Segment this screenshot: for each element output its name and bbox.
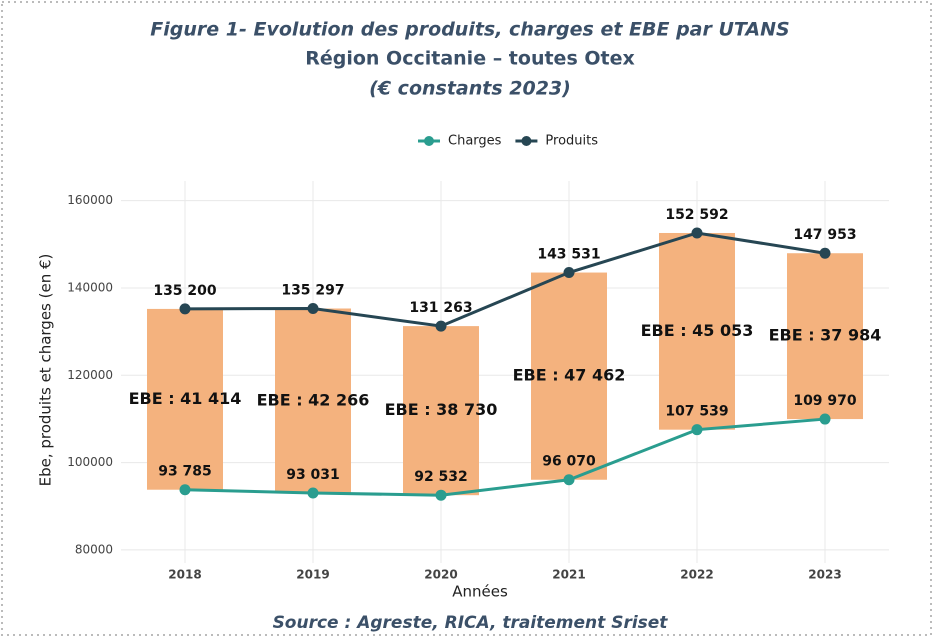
data-point: [179, 484, 191, 496]
data-point: [307, 302, 319, 314]
y-tick-label: 100000: [67, 455, 113, 469]
y-tick-label: 120000: [67, 368, 113, 382]
ebe-bar: [147, 308, 223, 490]
data-label: 107 539: [665, 404, 728, 420]
data-label: 92 532: [414, 469, 468, 485]
chart-title: Figure 1- Evolution des produits, charge…: [150, 19, 789, 41]
legend-swatch: [424, 136, 434, 146]
data-point: [563, 267, 575, 279]
x-tick-label: 2020: [424, 568, 457, 582]
ebe-bar: [403, 326, 479, 496]
data-label: 96 070: [542, 454, 596, 470]
x-axis-label: Années: [452, 583, 508, 601]
series-line: [184, 417, 826, 497]
y-tick-label: 80000: [75, 542, 113, 556]
y-axis-label: Ebe, produits et charges (en €): [37, 254, 55, 487]
ebe-bar: [787, 253, 863, 420]
data-label: 93 785: [158, 464, 212, 480]
ebe-label: EBE : 47 462: [513, 366, 626, 385]
data-point: [435, 489, 447, 501]
data-label: 135 297: [281, 282, 344, 298]
data-label: 109 970: [793, 393, 857, 409]
data-point: [563, 474, 575, 486]
x-tick-label: 2023: [808, 568, 841, 582]
ebe-label: EBE : 41 414: [129, 389, 242, 408]
x-tick-label: 2018: [168, 568, 201, 582]
x-tick-label: 2019: [296, 568, 329, 582]
chart-subtitle: Région Occitanie – toutes Otex: [305, 48, 635, 70]
ebe-label: EBE : 37 984: [769, 326, 882, 345]
legend-label: Charges: [448, 134, 502, 149]
data-point: [819, 413, 831, 425]
ebe-bar: [275, 308, 351, 494]
y-tick-label: 140000: [67, 280, 113, 294]
ebe-label: EBE : 45 053: [641, 321, 754, 340]
y-tick-label: 160000: [67, 193, 113, 207]
data-label: 93 031: [286, 467, 340, 483]
data-point: [179, 303, 191, 315]
data-point: [819, 247, 831, 259]
data-point: [691, 227, 703, 239]
data-point: [691, 424, 703, 436]
data-label: 131 263: [409, 300, 472, 316]
data-label: 152 592: [665, 207, 728, 223]
x-tick-label: 2021: [552, 568, 585, 582]
legend-swatch: [521, 136, 532, 146]
data-point: [435, 320, 447, 332]
data-point: [307, 487, 319, 499]
data-label: 147 953: [793, 227, 856, 243]
ebe-bar: [531, 272, 607, 480]
source-note: Source : Agreste, RICA, traitement Srise…: [273, 613, 669, 633]
chart-subtitle: (€ constants 2023): [369, 78, 571, 100]
x-tick-label: 2022: [680, 568, 713, 582]
data-label: 135 200: [153, 283, 217, 299]
ebe-bar: [659, 232, 735, 430]
data-label: 143 531: [537, 247, 600, 263]
ebe-label: EBE : 42 266: [257, 390, 370, 409]
ebe-label: EBE : 38 730: [385, 400, 498, 419]
series-line: [184, 231, 826, 328]
legend-label: Produits: [545, 134, 598, 149]
